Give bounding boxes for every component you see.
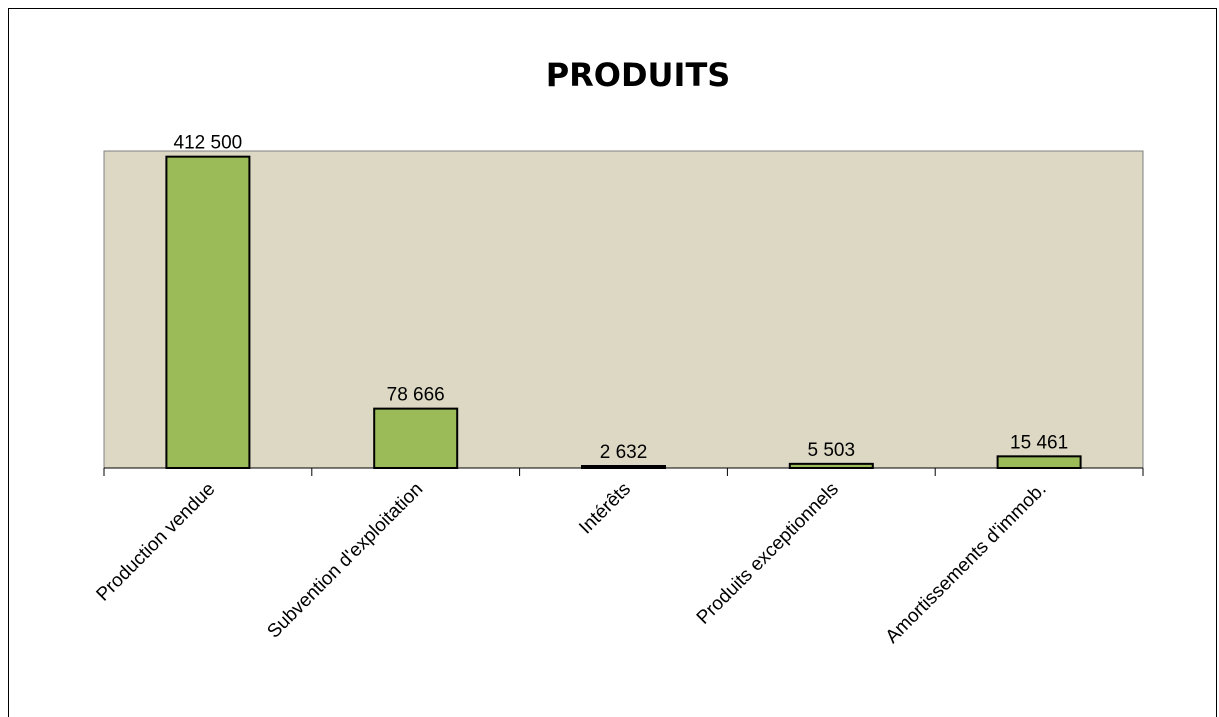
bar	[788, 462, 874, 470]
chart-title: PRODUITS	[546, 56, 731, 94]
bar-value-label: 2 632	[600, 442, 648, 463]
bar-value-label: 412 500	[174, 133, 243, 154]
bar	[373, 407, 459, 469]
bar-value-label: 78 666	[387, 385, 445, 406]
category-label: Produits exceptionnels	[693, 479, 843, 629]
plot-area	[103, 150, 1144, 469]
bar-value-label: 5 503	[808, 440, 856, 461]
bar	[165, 155, 251, 470]
category-label: Amortissements d'immob.	[882, 479, 1051, 648]
bar-value-label: 15 461	[1010, 432, 1068, 453]
category-label: Subvention d'exploitation	[263, 479, 427, 643]
category-label: Intérêts	[575, 479, 635, 539]
bar	[996, 455, 1082, 470]
category-label: Production vendue	[93, 479, 220, 606]
